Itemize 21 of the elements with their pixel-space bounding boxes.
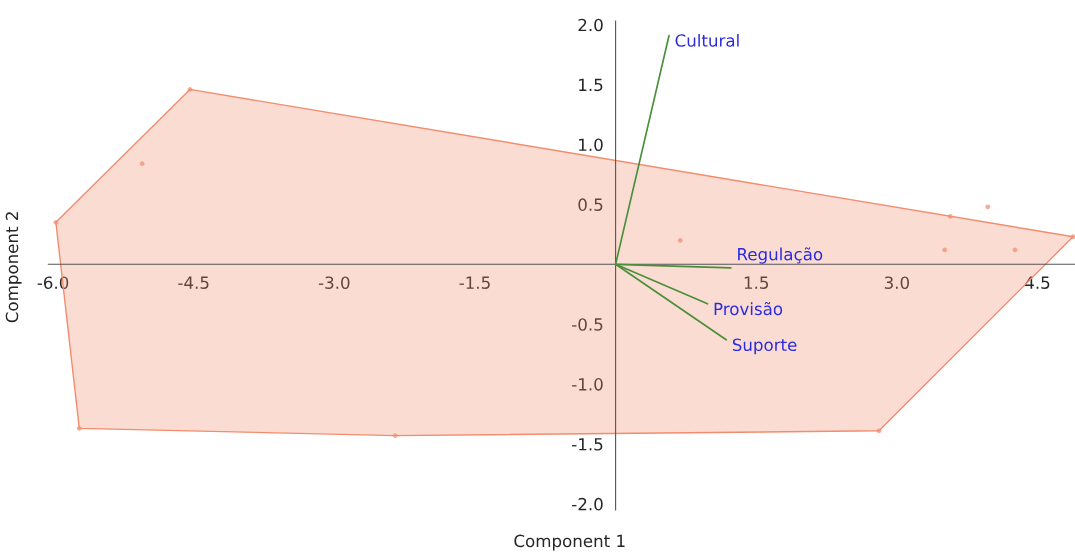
x-tick-label: -6.0 <box>37 276 69 289</box>
x-tick-label: -4.5 <box>178 276 209 289</box>
x-tick-label: 4.5 <box>1025 276 1050 289</box>
series-label: Suporte <box>732 338 797 355</box>
y-tick-label: 1.5 <box>579 78 603 92</box>
series-label: Provisão <box>714 301 783 316</box>
y-tick-label: -1.5 <box>572 438 603 451</box>
y-tick-label: -1.0 <box>572 378 603 391</box>
x-axis-title: Component 1 <box>514 534 625 551</box>
x-tick-label: 3.0 <box>884 276 910 289</box>
y-tick-label: 0.5 <box>578 198 603 211</box>
x-tick-label: 1.5 <box>744 276 769 289</box>
y-tick-label: 2.0 <box>578 18 603 32</box>
y-tick-label: 1.0 <box>579 138 603 152</box>
x-tick-label: -1.5 <box>459 276 490 289</box>
series-label: Cultural <box>675 33 739 47</box>
series-label: Regulação <box>738 247 823 264</box>
y-axis-title: Component 2 <box>5 212 22 323</box>
y-tick-label: -0.5 <box>572 318 603 331</box>
x-tick-label: -3.0 <box>318 276 350 289</box>
y-tick-label: -2.0 <box>572 497 603 511</box>
